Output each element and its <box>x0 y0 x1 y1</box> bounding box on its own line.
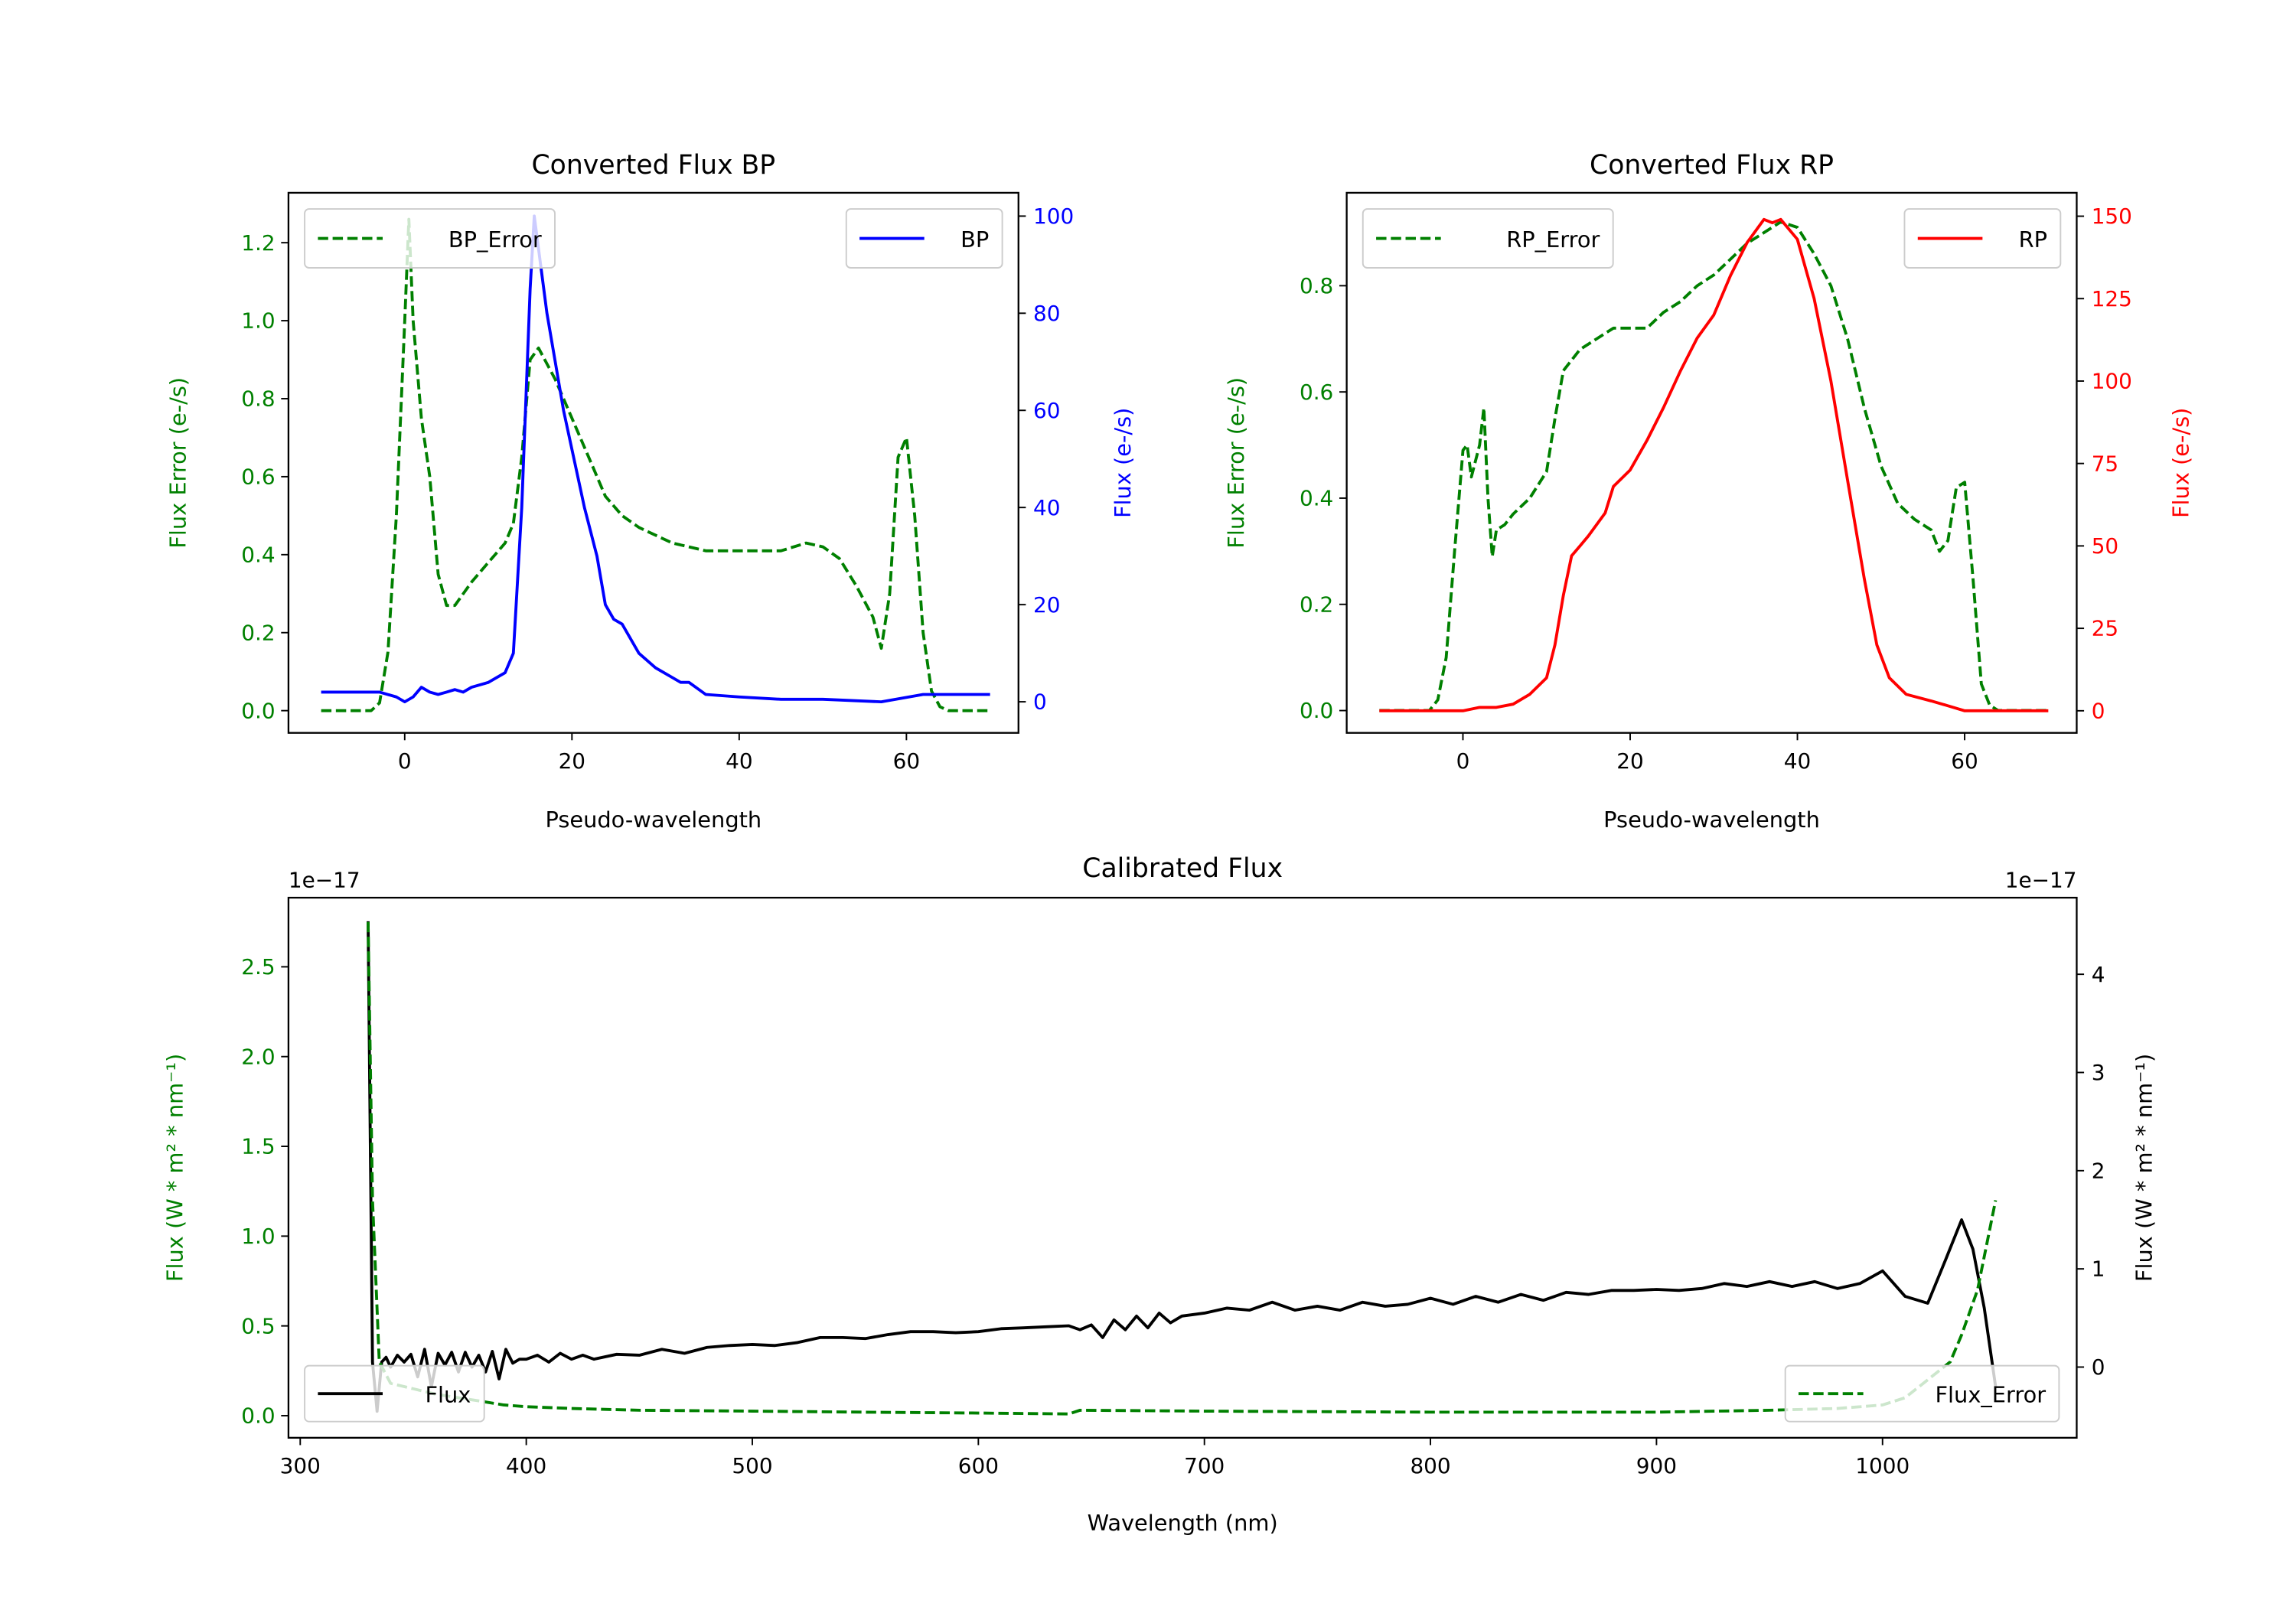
left-y-tick-label: 0.8 <box>241 386 275 412</box>
x-tick-label: 20 <box>1616 748 1643 774</box>
legend-label: BP <box>960 227 989 253</box>
x-tick-label: 1000 <box>1855 1453 1910 1478</box>
left-y-tick-label: 2.0 <box>241 1044 275 1069</box>
x-tick-label: 500 <box>732 1453 772 1478</box>
x-tick-label: 0 <box>398 748 412 774</box>
x-tick-label: 900 <box>1636 1453 1677 1478</box>
right-y-tick-label: 2 <box>2092 1158 2105 1183</box>
x-tick-label: 600 <box>958 1453 999 1478</box>
legend-label: RP_Error <box>1506 227 1600 253</box>
left-offset-text: 1e−17 <box>289 868 360 893</box>
panel-calibrated-flux: 300 400 500 600 700 800 900 1000 0.0 0.5 1.0 1.5 2.0… <box>161 853 2157 1536</box>
right-y-tick-label: 50 <box>2092 533 2118 559</box>
legend-label: BP_Error <box>448 227 542 253</box>
right-y-tick-label: 3 <box>2092 1060 2105 1085</box>
x-tick-label: 40 <box>1784 748 1811 774</box>
panel-converted-flux-bp: 0 20 40 60 0.0 0.2 0.4 0.6 0.8 1.0 1.2 0 20 40 60 80 100… <box>165 150 1136 833</box>
right-y-tick-label: 0 <box>2092 698 2105 723</box>
x-tick-label: 700 <box>1184 1453 1225 1478</box>
legend-box <box>1784 1364 2060 1423</box>
x-tick-label: 800 <box>1410 1453 1450 1478</box>
legend-flux-error: Flux_Error <box>1784 1364 2060 1423</box>
right-y-tick-label: 0 <box>2092 1354 2105 1380</box>
left-y-tick-label: 0.0 <box>241 698 275 723</box>
right-y-tick-label: 75 <box>2092 451 2118 476</box>
x-axis-label: Pseudo-wavelength <box>1603 807 1820 833</box>
legend-label: RP <box>2019 227 2047 253</box>
panel-converted-flux-rp: 0 20 40 60 0.0 0.2 0.4 0.6 0.8 0 25 50 75 100 125 150 Co… <box>1223 150 2194 833</box>
x-tick-label: 60 <box>893 748 920 774</box>
legend-rp-error: RP_Error <box>1362 208 1614 269</box>
legend-label: Flux_Error <box>1935 1382 2046 1408</box>
left-y-tick-label: 1.5 <box>241 1134 275 1159</box>
right-y-axis-label: Flux (W * m² * nm⁻¹) <box>2131 1054 2157 1282</box>
left-y-tick-label: 0.6 <box>241 464 275 490</box>
left-y-tick-label: 0.2 <box>1300 592 1333 617</box>
series-line-flux <box>367 921 1998 1413</box>
right-y-tick-label: 40 <box>1033 495 1060 520</box>
series-line-bp-error <box>321 217 990 712</box>
x-tick-label: 400 <box>506 1453 546 1478</box>
left-y-tick-label: 1.0 <box>241 1224 275 1249</box>
x-tick-label: 60 <box>1951 748 1978 774</box>
legend-box <box>304 208 556 269</box>
legend-rp: RP <box>1903 208 2062 269</box>
right-y-tick-label: 150 <box>2092 204 2132 229</box>
left-y-tick-label: 0.4 <box>1300 486 1333 511</box>
right-offset-text: 1e−17 <box>2005 868 2077 893</box>
chart-title: Converted Flux BP <box>532 150 776 181</box>
series-line-rp <box>1379 217 2049 712</box>
left-y-axis-label: Flux (W * m² * nm⁻¹) <box>161 1054 188 1282</box>
right-y-tick-label: 80 <box>1033 301 1060 326</box>
left-y-tick-label: 0.4 <box>241 542 275 567</box>
right-y-tick-label: 100 <box>1033 204 1074 229</box>
right-y-tick-label: 100 <box>2092 369 2132 394</box>
left-y-tick-label: 1.2 <box>241 230 275 256</box>
left-y-axis-label: Flux Error (e-/s) <box>165 377 191 549</box>
left-y-tick-label: 0.6 <box>1300 380 1333 405</box>
legend-label: Flux <box>425 1382 471 1408</box>
x-tick-label: 20 <box>559 748 585 774</box>
right-y-tick-label: 60 <box>1033 398 1060 423</box>
series-group <box>321 214 990 712</box>
left-y-tick-label: 2.5 <box>241 954 275 980</box>
left-y-axis-label: Flux Error (e-/s) <box>1223 377 1249 549</box>
left-y-tick-label: 0.2 <box>241 620 275 645</box>
legend-flux: Flux <box>304 1364 485 1423</box>
right-y-tick-label: 25 <box>2092 616 2118 641</box>
series-group <box>1379 217 2049 712</box>
right-y-tick-label: 0 <box>1033 689 1047 715</box>
right-y-tick-label: 4 <box>2092 962 2105 987</box>
legend-bp-error: BP_Error <box>304 208 556 269</box>
x-axis-label: Pseudo-wavelength <box>545 807 762 833</box>
right-y-axis-label: Flux (e-/s) <box>1110 408 1136 518</box>
legend-box <box>304 1364 485 1423</box>
axes-frame <box>287 191 1019 734</box>
left-y-tick-label: 0.5 <box>241 1313 275 1338</box>
right-y-axis-label: Flux (e-/s) <box>2168 408 2194 518</box>
right-y-tick-label: 125 <box>2092 286 2132 311</box>
series-line-rp-error <box>1379 220 2049 712</box>
left-y-tick-label: 0.0 <box>1300 698 1333 723</box>
series-line-bp <box>321 214 990 704</box>
right-y-tick-label: 1 <box>2092 1257 2105 1282</box>
left-y-tick-label: 0.0 <box>241 1403 275 1429</box>
x-axis-label: Wavelength (nm) <box>1088 1510 1278 1536</box>
right-y-tick-label: 20 <box>1033 592 1060 618</box>
x-tick-label: 40 <box>726 748 752 774</box>
x-tick-label: 0 <box>1456 748 1470 774</box>
legend-bp: BP <box>845 208 1003 269</box>
x-tick-label: 300 <box>280 1453 321 1478</box>
chart-title: Calibrated Flux <box>1082 853 1283 884</box>
left-y-tick-label: 0.8 <box>1300 273 1333 298</box>
legend-box <box>1362 208 1614 269</box>
left-y-tick-label: 1.0 <box>241 308 275 334</box>
chart-title: Converted Flux RP <box>1590 150 1834 181</box>
axes-frame <box>287 896 2078 1439</box>
